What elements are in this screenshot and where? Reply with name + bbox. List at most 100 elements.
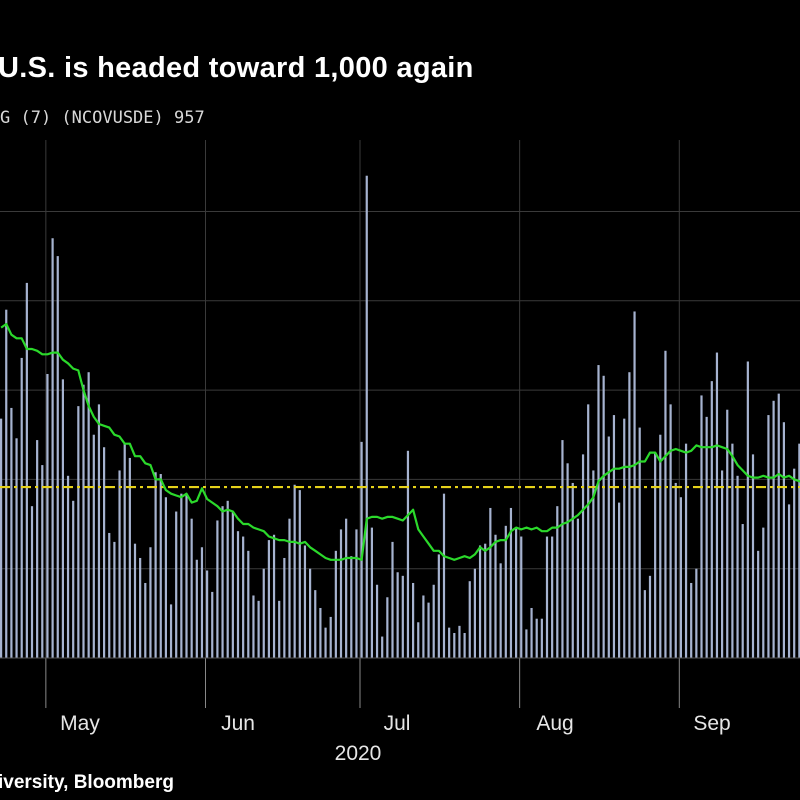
- daily-bar: [551, 536, 554, 658]
- daily-bar: [0, 418, 3, 658]
- daily-bar: [705, 416, 708, 658]
- daily-bar: [597, 365, 600, 658]
- daily-bar: [56, 256, 59, 658]
- daily-bar: [15, 438, 18, 658]
- daily-bar: [123, 443, 126, 658]
- daily-bar: [303, 545, 307, 658]
- daily-bar: [406, 450, 410, 658]
- daily-bar: [607, 436, 610, 658]
- daily-bar: [103, 447, 106, 658]
- daily-bar: [525, 629, 528, 658]
- daily-bar: [782, 422, 785, 658]
- daily-bar: [257, 600, 260, 658]
- daily-bar: [108, 532, 111, 658]
- daily-bar: [159, 474, 162, 658]
- daily-bar: [190, 518, 193, 658]
- daily-bar: [731, 443, 734, 658]
- daily-bar: [370, 527, 373, 658]
- x-year-label: 2020: [335, 742, 382, 765]
- chart-subtitle: G (7) (NCOVUSDE) 957: [0, 108, 205, 128]
- daily-bar: [231, 511, 234, 658]
- daily-bar: [20, 357, 23, 658]
- x-tick-label-sep: Sep: [693, 712, 730, 735]
- daily-bar: [751, 454, 755, 658]
- daily-bar: [623, 418, 626, 658]
- daily-bar: [221, 506, 224, 658]
- daily-bar: [206, 570, 209, 658]
- daily-bar: [92, 434, 95, 658]
- daily-bar: [700, 395, 703, 658]
- daily-bar: [633, 311, 636, 658]
- daily-bar: [226, 500, 229, 658]
- daily-bar: [618, 502, 621, 658]
- daily-bar: [669, 404, 672, 658]
- daily-bar: [247, 550, 250, 658]
- daily-bar: [515, 527, 518, 658]
- daily-bar: [293, 484, 296, 658]
- x-tick-label-jun: Jun: [221, 712, 255, 735]
- daily-bar: [422, 595, 425, 658]
- daily-bar: [41, 465, 44, 658]
- daily-bar: [592, 470, 595, 658]
- daily-bar: [432, 584, 435, 658]
- daily-bar: [798, 443, 800, 658]
- daily-bar: [216, 520, 219, 658]
- moving-average-line: [0, 322, 800, 561]
- daily-bar: [499, 563, 502, 658]
- daily-bar: [504, 525, 507, 658]
- daily-bar: [412, 582, 415, 658]
- daily-bar: [695, 568, 698, 658]
- daily-bar: [195, 559, 198, 658]
- daily-bar: [489, 507, 492, 658]
- daily-bar: [437, 554, 440, 658]
- daily-bar: [381, 636, 384, 658]
- daily-bar: [427, 602, 430, 658]
- daily-bar: [684, 443, 688, 658]
- x-axis: May Jun Jul Aug Sep 2020: [0, 657, 800, 765]
- daily-bar: [350, 556, 353, 658]
- daily-bar: [272, 534, 276, 658]
- daily-bar: [721, 470, 724, 658]
- daily-bar: [309, 568, 312, 658]
- daily-bar: [375, 584, 379, 658]
- daily-bar: [180, 493, 183, 658]
- daily-bar: [298, 490, 301, 658]
- daily-bar: [133, 543, 137, 658]
- daily-bar: [211, 591, 214, 658]
- daily-bar: [236, 531, 240, 658]
- daily-bar: [164, 497, 167, 658]
- daily-bar: [36, 440, 39, 658]
- daily-bar: [468, 581, 471, 658]
- daily-bar: [314, 590, 317, 658]
- x-tick-label-jul: Jul: [384, 712, 411, 735]
- chart-source: iversity, Bloomberg: [0, 772, 174, 793]
- chart-title: U.S. is headed toward 1,000 again: [0, 52, 474, 84]
- daily-bar: [169, 604, 173, 658]
- daily-bar: [787, 504, 791, 658]
- daily-bar: [530, 607, 533, 658]
- daily-bar: [267, 540, 270, 658]
- daily-bar: [278, 600, 281, 658]
- daily-bar: [401, 575, 404, 658]
- moving-average-group: [0, 322, 800, 561]
- daily-bar: [458, 625, 461, 658]
- daily-bar: [355, 529, 358, 658]
- daily-bar: [72, 500, 75, 658]
- daily-bar: [128, 457, 131, 658]
- daily-bar: [442, 493, 446, 658]
- daily-bar: [628, 372, 631, 658]
- daily-bar: [602, 375, 605, 658]
- daily-bar: [710, 381, 713, 658]
- daily-bar: [648, 575, 652, 658]
- daily-bar: [417, 622, 420, 658]
- daily-bar: [97, 404, 101, 658]
- daily-bar: [741, 524, 744, 658]
- daily-bar: [463, 632, 466, 658]
- daily-bar: [262, 568, 265, 658]
- daily-bar: [365, 175, 368, 659]
- daily-bar: [200, 547, 204, 658]
- daily-bar: [746, 361, 749, 658]
- daily-bar: [762, 527, 765, 658]
- daily-bar: [386, 597, 389, 658]
